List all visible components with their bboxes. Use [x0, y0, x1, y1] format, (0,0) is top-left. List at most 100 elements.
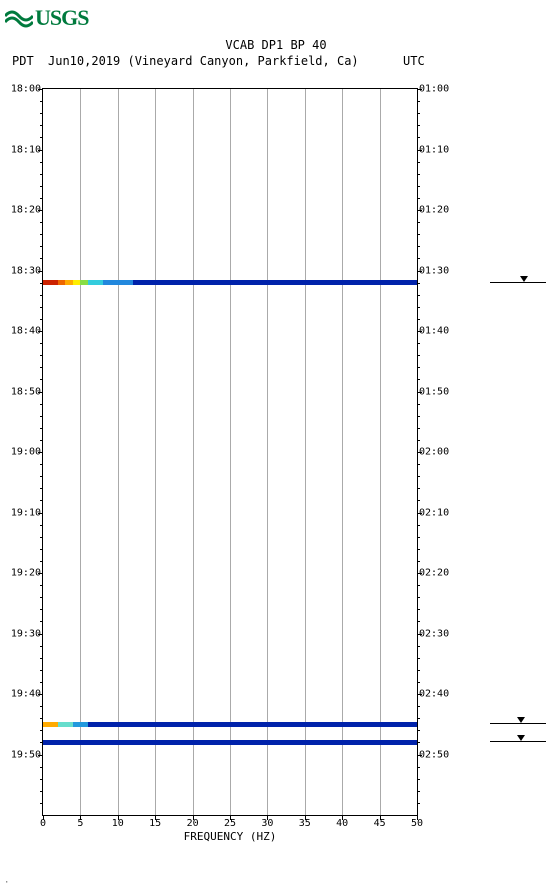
spectrogram-band — [73, 722, 88, 727]
y-minor-tick — [40, 137, 43, 138]
y-minor-tick — [40, 646, 43, 647]
y-minor-tick — [40, 416, 43, 417]
y-minor-tick — [40, 779, 43, 780]
y-right-label: 02:50 — [419, 749, 453, 760]
y-minor-tick — [417, 440, 420, 441]
y-minor-tick — [417, 379, 420, 380]
y-minor-tick — [417, 295, 420, 296]
spectrogram-band — [58, 722, 73, 727]
y-minor-tick — [417, 319, 420, 320]
y-minor-tick — [40, 162, 43, 163]
y-left-label: 18:30 — [7, 265, 41, 276]
y-minor-tick — [417, 404, 420, 405]
y-right-label: 02:30 — [419, 628, 453, 639]
y-minor-tick — [417, 488, 420, 489]
y-minor-tick — [417, 476, 420, 477]
y-minor-tick — [40, 706, 43, 707]
y-minor-tick — [417, 779, 420, 780]
y-left-label: 19:20 — [7, 568, 41, 579]
y-minor-tick — [40, 246, 43, 247]
y-minor-tick — [417, 283, 420, 284]
x-tick-label: 0 — [28, 818, 58, 829]
chart-title: VCAB DP1 BP 40 — [0, 38, 552, 52]
gridline — [155, 89, 156, 815]
x-axis-label: FREQUENCY (HZ) — [43, 830, 417, 843]
y-right-label: 01:50 — [419, 386, 453, 397]
y-left-label: 19:50 — [7, 749, 41, 760]
y-minor-tick — [417, 670, 420, 671]
y-minor-tick — [40, 500, 43, 501]
y-left-label: 18:10 — [7, 144, 41, 155]
y-minor-tick — [40, 464, 43, 465]
y-minor-tick — [40, 186, 43, 187]
y-minor-tick — [417, 464, 420, 465]
y-minor-tick — [417, 246, 420, 247]
spectrogram-band — [133, 280, 417, 285]
spectrogram-band — [88, 722, 417, 727]
y-minor-tick — [417, 742, 420, 743]
spectrogram-band — [58, 280, 65, 285]
gridline — [193, 89, 194, 815]
y-minor-tick — [40, 404, 43, 405]
y-minor-tick — [417, 162, 420, 163]
y-right-label: 02:10 — [419, 507, 453, 518]
usgs-wave-icon — [5, 8, 33, 28]
y-minor-tick — [417, 658, 420, 659]
y-minor-tick — [40, 549, 43, 550]
y-minor-tick — [40, 730, 43, 731]
gridline — [80, 89, 81, 815]
y-right-label: 01:00 — [419, 84, 453, 95]
y-minor-tick — [417, 646, 420, 647]
side-marker-line — [490, 282, 546, 283]
gridline — [342, 89, 343, 815]
y-minor-tick — [417, 113, 420, 114]
y-minor-tick — [40, 174, 43, 175]
y-minor-tick — [417, 222, 420, 223]
y-left-label: 18:20 — [7, 205, 41, 216]
y-minor-tick — [417, 367, 420, 368]
y-left-label: 19:10 — [7, 507, 41, 518]
y-minor-tick — [40, 258, 43, 259]
y-left-label: 19:30 — [7, 628, 41, 639]
y-minor-tick — [417, 682, 420, 683]
spectrogram-band — [103, 280, 133, 285]
spectrogram-band — [65, 280, 72, 285]
x-tick-label: 35 — [290, 818, 320, 829]
y-minor-tick — [417, 416, 420, 417]
y-minor-tick — [40, 767, 43, 768]
y-minor-tick — [40, 319, 43, 320]
y-minor-tick — [417, 585, 420, 586]
date-location-label: Jun10,2019 (Vineyard Canyon, Parkfield, … — [48, 54, 359, 68]
y-minor-tick — [40, 295, 43, 296]
y-minor-tick — [40, 355, 43, 356]
y-minor-tick — [40, 367, 43, 368]
y-right-label: 01:30 — [419, 265, 453, 276]
spectrogram-band — [80, 280, 87, 285]
y-right-label: 01:40 — [419, 326, 453, 337]
y-minor-tick — [417, 500, 420, 501]
x-tick-label: 15 — [140, 818, 170, 829]
y-minor-tick — [417, 101, 420, 102]
y-left-label: 18:00 — [7, 84, 41, 95]
y-minor-tick — [40, 670, 43, 671]
y-minor-tick — [40, 113, 43, 114]
y-minor-tick — [40, 343, 43, 344]
y-minor-tick — [417, 428, 420, 429]
y-minor-tick — [417, 767, 420, 768]
x-tick-label: 20 — [178, 818, 208, 829]
y-minor-tick — [40, 198, 43, 199]
y-minor-tick — [417, 706, 420, 707]
x-tick-label: 25 — [215, 818, 245, 829]
x-tick-label: 50 — [402, 818, 432, 829]
y-minor-tick — [417, 137, 420, 138]
y-right-label: 02:00 — [419, 447, 453, 458]
y-right-label: 01:10 — [419, 144, 453, 155]
y-minor-tick — [417, 234, 420, 235]
y-right-label: 02:20 — [419, 568, 453, 579]
y-minor-tick — [417, 609, 420, 610]
side-marker-arrow-icon — [520, 276, 528, 282]
y-left-label: 19:00 — [7, 447, 41, 458]
y-left-label: 18:50 — [7, 386, 41, 397]
usgs-logo-text: USGS — [35, 5, 88, 31]
y-minor-tick — [417, 307, 420, 308]
